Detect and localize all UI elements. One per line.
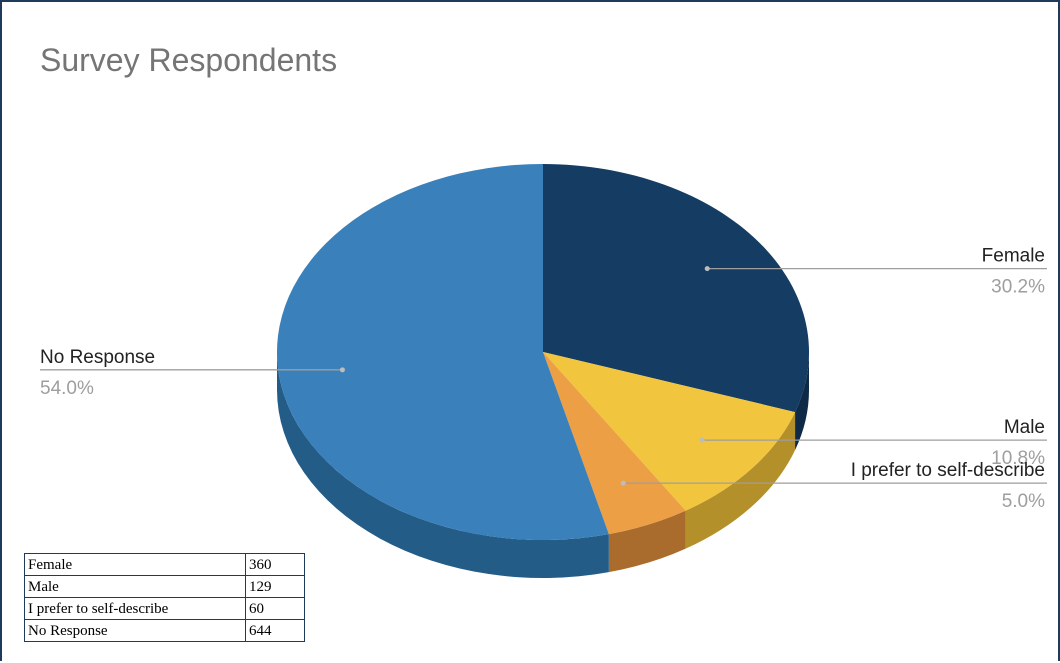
slice-side-i-prefer-to-self-describe (608, 510, 686, 573)
slice-side-no-response (277, 352, 609, 578)
table-row: I prefer to self-describe 60 (24, 597, 305, 620)
slice-percent-i-prefer-to-self-describe: 5.0% (1002, 491, 1045, 512)
table-row: No Response 644 (24, 619, 305, 642)
pie-sides (277, 352, 809, 578)
table-cell-count: 129 (245, 575, 305, 598)
slice-label-male: Male (1004, 417, 1045, 438)
table-cell-count: 60 (245, 597, 305, 620)
slice-label-i-prefer-to-self-describe: I prefer to self-describe (851, 460, 1045, 481)
slice-percent-no-response: 54.0% (40, 378, 94, 399)
pie-callouts: Female 30.2% Male 10.8%I prefer to self-des… (40, 246, 1047, 512)
leader-dot-i-prefer-to-self-describe (620, 480, 626, 486)
slice-side-female (795, 352, 809, 451)
slice-male[interactable] (543, 352, 796, 511)
slice-no-response[interactable] (277, 164, 609, 540)
slice-percent-male: 10.8% (991, 448, 1045, 469)
table-row: Female 360 (24, 553, 305, 576)
table-cell-category: Female (24, 553, 246, 576)
slice-percent-female: 30.2% (991, 277, 1045, 298)
table-cell-count: 360 (245, 553, 305, 576)
table-cell-category: Male (24, 575, 246, 598)
table-cell-category: No Response (24, 619, 246, 642)
slice-label-no-response: No Response (40, 347, 155, 368)
slice-female[interactable] (543, 164, 810, 413)
data-table: Female 360 Male 129 I prefer to self-describ… (24, 553, 305, 642)
leader-dot-female (704, 266, 710, 272)
leader-dot-no-response (339, 367, 345, 373)
slice-label-female: Female (982, 246, 1045, 267)
table-row: Male 129 (24, 575, 305, 598)
leader-dot-male (699, 437, 705, 443)
table-cell-category: I prefer to self-describe (24, 597, 246, 620)
table-cell-count: 644 (245, 619, 305, 642)
slice-side-male (685, 412, 796, 549)
pie-slices (277, 164, 810, 540)
slice-i-prefer-to-self-describe[interactable] (543, 352, 686, 535)
chart-title: Survey Respondents (40, 42, 338, 78)
